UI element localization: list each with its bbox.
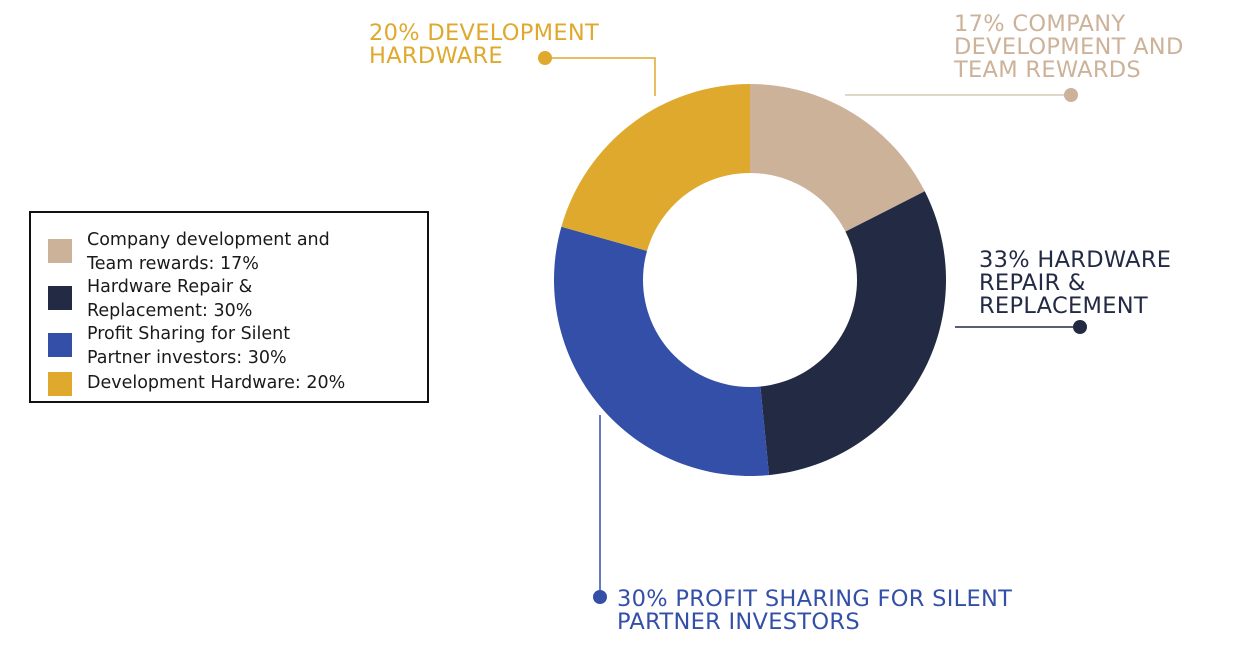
leader-dot-development-hardware [538, 51, 552, 65]
legend-label-company: Company development and Team rewards: 17… [87, 230, 330, 274]
legend-label-hardware-repair: Hardware Repair & Replacement: 30% [87, 277, 253, 321]
callout-hardware-repair: 33% HARDWARE REPAIR & REPLACEMENT [979, 247, 1172, 319]
leader-dot-profit-sharing [593, 590, 607, 604]
leader-lines [538, 51, 1087, 604]
callout-company-development: 17% COMPANY DEVELOPMENT AND TEAM REWARDS [954, 11, 1184, 83]
legend-swatch-company [48, 239, 72, 263]
leader-dot-company [1064, 88, 1078, 102]
legend-label-development-hardware: Development Hardware: 20% [87, 373, 346, 393]
legend-swatch-profit-sharing [48, 333, 72, 357]
chart-legend: Company development and Team rewards: 17… [29, 211, 429, 403]
legend-swatch-development-hardware [48, 372, 72, 396]
callout-profit-sharing: 30% PROFIT SHARING FOR SILENT PARTNER IN… [617, 586, 1013, 635]
legend-label-profit-sharing: Profit Sharing for Silent Partner invest… [87, 324, 291, 368]
callout-development-hardware: 20% DEVELOPMENT HARDWARE [369, 20, 600, 69]
leader-line-development-hardware [545, 57, 656, 96]
leader-dot-hardware-repair [1073, 320, 1087, 334]
legend-swatch-hardware-repair [48, 286, 72, 310]
donut-hole [643, 173, 857, 387]
